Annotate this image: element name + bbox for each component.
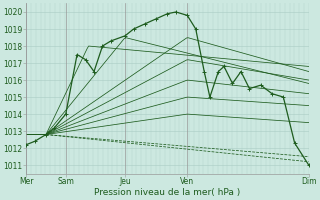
X-axis label: Pression niveau de la mer( hPa ): Pression niveau de la mer( hPa ) — [94, 188, 241, 197]
